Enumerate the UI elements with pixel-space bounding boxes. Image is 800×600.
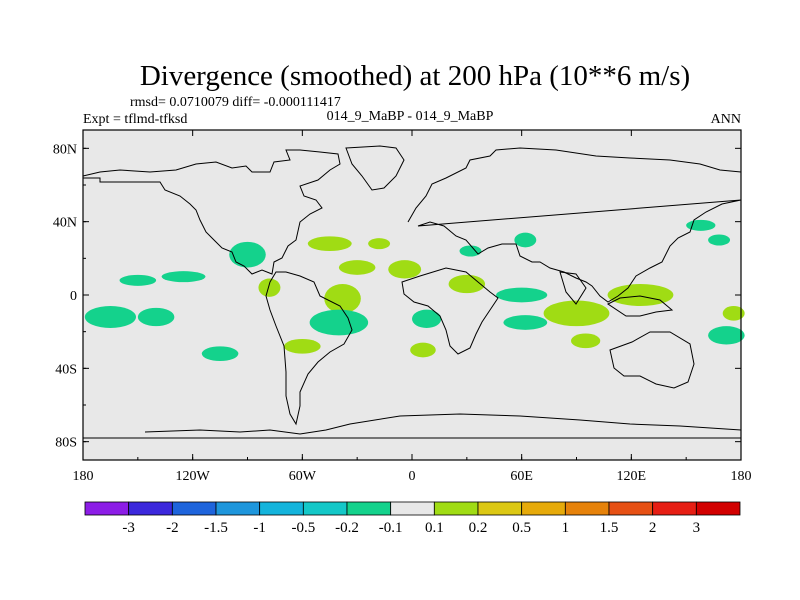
colorbar-label: 1.5 — [600, 520, 619, 536]
coast-north-america — [82, 149, 341, 275]
colorbar-label: -3 — [122, 520, 135, 536]
field-contours — [84, 219, 745, 361]
colorbar-label: -1 — [253, 520, 266, 536]
field-blob — [84, 306, 137, 328]
expt-label: Expt = tflmd-tfksd — [83, 112, 187, 127]
field-blob — [201, 346, 239, 361]
colorbar-label: 1 — [562, 520, 570, 536]
x-tick-label: 180 — [73, 469, 94, 484]
y-tick-label: 40S — [55, 362, 77, 377]
coastlines — [82, 145, 742, 439]
coast-india — [559, 271, 587, 305]
field-blob — [459, 245, 482, 257]
x-tick-label: 180 — [731, 469, 752, 484]
field-blob — [496, 287, 548, 303]
field-blob — [412, 309, 442, 329]
field-blob — [258, 278, 281, 297]
field-blob — [119, 274, 157, 286]
colorbar-label: 0.1 — [425, 520, 444, 536]
field-blob — [229, 241, 266, 268]
field-blob — [338, 260, 376, 275]
colorbar: -3 -2 -1.5 -1 -0.5 -0.2 -0.1 0.1 0.2 0.5 1 1.5 2 3 — [84, 501, 741, 536]
coast-greenland — [345, 145, 405, 191]
field-blob — [708, 234, 731, 246]
case-label: 014_9_MaBP - 014_9_MaBP — [327, 109, 494, 124]
colorbar-swatch — [259, 501, 304, 516]
field-blob — [607, 284, 674, 306]
colorbar-label: -2 — [166, 520, 179, 536]
y-tick-label: 80N — [53, 142, 77, 157]
y-tick-label: 80S — [55, 436, 77, 451]
colorbar-swatch — [521, 501, 566, 516]
field-blob — [307, 236, 352, 252]
x-tick-label: 120W — [176, 469, 211, 484]
colorbar-label: -1.5 — [204, 520, 228, 536]
colorbar-swatch — [302, 501, 348, 516]
season-label: ANN — [711, 112, 741, 127]
colorbar-swatch — [564, 501, 610, 516]
coast-africa — [401, 267, 499, 355]
rmsd-diff-label: rmsd= 0.0710079 diff= -0.000111417 — [130, 95, 341, 110]
colorbar-swatch — [390, 501, 435, 516]
field-blob — [161, 271, 206, 283]
y-tick-label: 0 — [70, 289, 77, 304]
coast-europe-asia — [407, 147, 742, 303]
colorbar-swatch — [128, 501, 173, 516]
colorbar-swatch — [171, 501, 217, 516]
x-axis-ticks: 180 120W 60W 0 60E 120E 180 — [73, 130, 752, 484]
colorbar-swatch — [433, 501, 479, 516]
colorbar-label: -0.2 — [335, 520, 359, 536]
field-blob — [368, 238, 391, 250]
x-tick-label: 120E — [617, 469, 647, 484]
colorbar-swatch — [608, 501, 654, 516]
field-blob — [388, 260, 422, 279]
coast-southeast-asia — [607, 295, 674, 317]
coast-australia — [609, 331, 695, 389]
field-blob — [722, 306, 745, 321]
colorbar-label: 0.5 — [512, 520, 531, 536]
colorbar-label: 0.2 — [469, 520, 488, 536]
field-blob — [284, 339, 321, 354]
colorbar-swatch — [477, 501, 523, 516]
chart-title: Divergence (smoothed) at 200 hPa (10**6 … — [140, 60, 690, 92]
field-blob — [137, 307, 175, 327]
field-blob — [514, 232, 537, 248]
colorbar-label: -0.1 — [379, 520, 403, 536]
coast-antarctica — [83, 413, 742, 439]
colorbar-swatch — [695, 501, 741, 516]
colorbar-label: 2 — [649, 520, 657, 536]
y-axis-ticks: 80N 40N 0 40S 80S — [53, 142, 741, 451]
colorbar-label: -0.5 — [291, 520, 315, 536]
coast-south-america — [265, 271, 353, 426]
field-blob — [543, 300, 610, 327]
plot-area: 180 120W 60W 0 60E 120E 180 80N 40N 0 40S 80S — [53, 129, 752, 484]
colorbar-label: 3 — [693, 520, 701, 536]
field-blob — [708, 326, 745, 345]
field-blob — [503, 315, 548, 330]
field-blob — [448, 274, 486, 294]
field-blob — [410, 342, 436, 358]
colorbar-swatch — [84, 501, 130, 516]
colorbar-swatch — [346, 501, 392, 516]
colorbar-swatch — [652, 501, 697, 516]
x-tick-label: 0 — [409, 469, 416, 484]
field-blob — [309, 309, 369, 336]
field-blob — [324, 284, 361, 314]
field-blob — [571, 333, 601, 349]
y-tick-label: 40N — [53, 216, 77, 231]
x-tick-label: 60E — [510, 469, 533, 484]
x-tick-label: 60W — [289, 469, 317, 484]
colorbar-swatch — [215, 501, 261, 516]
